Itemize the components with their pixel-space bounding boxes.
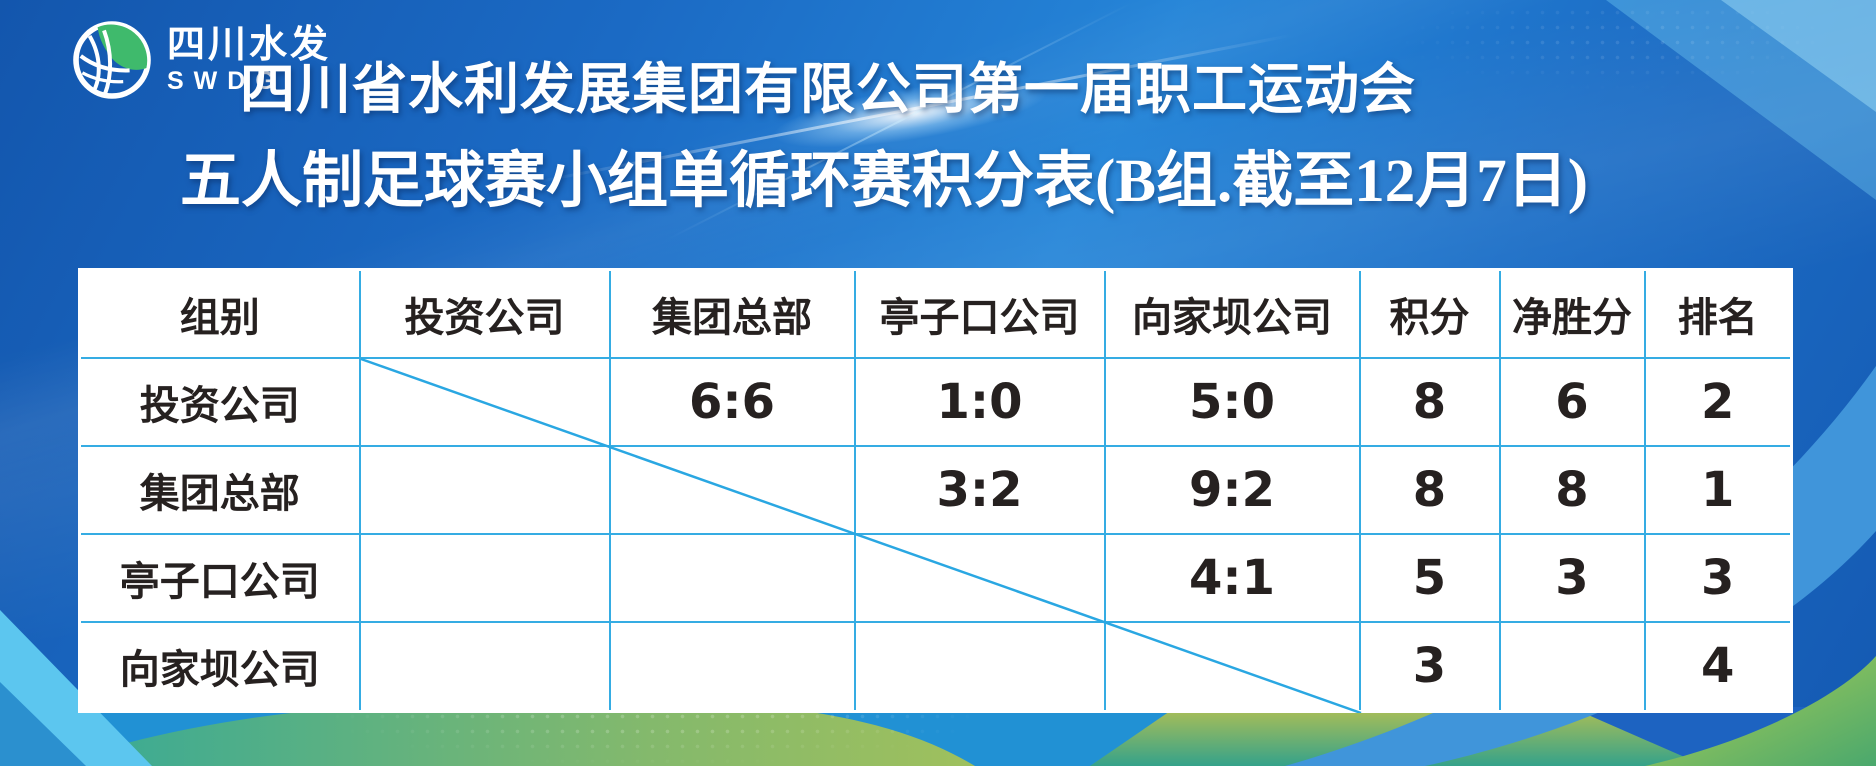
goal-diff-cell: 3: [1498, 532, 1646, 623]
page-subtitle: 五人制足球赛小组单循环赛积分表(B组.截至12月7日): [180, 148, 1589, 215]
team-cell: 向家坝公司: [78, 620, 361, 713]
goal-diff-cell: 8: [1498, 444, 1646, 535]
column-header-rank: 排名: [1643, 268, 1793, 359]
points-cell: 8: [1358, 444, 1501, 535]
team-cell: 集团总部: [78, 444, 361, 535]
column-header-team1: 投资公司: [358, 268, 611, 359]
column-header-team4: 向家坝公司: [1103, 268, 1361, 359]
rank-cell: 2: [1643, 356, 1793, 447]
table-row: 投资公司 6:6 1:0 5:0 8 6 2: [78, 356, 1793, 447]
score-cell: 6:6: [608, 356, 856, 447]
rank-cell: 1: [1643, 444, 1793, 535]
score-cell: 1:0: [853, 356, 1106, 447]
table-row: 向家坝公司 3 4: [78, 620, 1793, 713]
score-cell: [358, 532, 611, 623]
score-cell: [608, 444, 856, 535]
score-cell: [358, 356, 611, 447]
standings-table: 组别 投资公司 集团总部 亭子口公司 向家坝公司 积分 净胜分 排名 投资公司 …: [78, 268, 1793, 713]
score-cell: [358, 620, 611, 713]
team-cell: 投资公司: [78, 356, 361, 447]
rank-cell: 3: [1643, 532, 1793, 623]
column-header-team3: 亭子口公司: [853, 268, 1106, 359]
halftone-dots: [1400, 0, 1830, 90]
rank-cell: 4: [1643, 620, 1793, 713]
score-cell: [853, 532, 1106, 623]
score-cell: 3:2: [853, 444, 1106, 535]
score-cell: 9:2: [1103, 444, 1361, 535]
score-cell: [1103, 620, 1361, 713]
table-row: 亭子口公司 4:1 5 3 3: [78, 532, 1793, 623]
score-cell: [608, 532, 856, 623]
water-globe-logo-icon: [73, 21, 151, 99]
logo-text-cn: 四川水发: [167, 24, 332, 66]
goal-diff-cell: 6: [1498, 356, 1646, 447]
table-header-row: 组别 投资公司 集团总部 亭子口公司 向家坝公司 积分 净胜分 排名: [78, 268, 1793, 359]
column-header-points: 积分: [1358, 268, 1501, 359]
page-title: 四川省水利发展集团有限公司第一届职工运动会: [240, 58, 1417, 120]
standings-table-container: 组别 投资公司 集团总部 亭子口公司 向家坝公司 积分 净胜分 排名 投资公司 …: [78, 268, 1793, 713]
column-header-group: 组别: [78, 268, 361, 359]
points-cell: 5: [1358, 532, 1501, 623]
column-header-goal-diff: 净胜分: [1498, 268, 1646, 359]
team-cell: 亭子口公司: [78, 532, 361, 623]
score-cell: 5:0: [1103, 356, 1361, 447]
score-cell: [358, 444, 611, 535]
column-header-team2: 集团总部: [608, 268, 856, 359]
logo-text-en: SWDG: [167, 67, 285, 95]
table-row: 集团总部 3:2 9:2 8 8 1: [78, 444, 1793, 535]
score-cell: 4:1: [1103, 532, 1361, 623]
goal-diff-cell: [1498, 620, 1646, 713]
score-cell: [853, 620, 1106, 713]
points-cell: 3: [1358, 620, 1501, 713]
score-cell: [608, 620, 856, 713]
company-logo: 四川水发 SWDG: [72, 20, 331, 100]
points-cell: 8: [1358, 356, 1501, 447]
